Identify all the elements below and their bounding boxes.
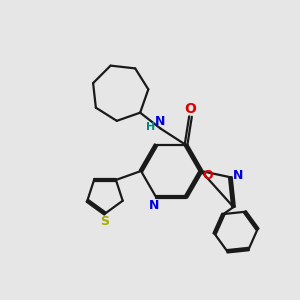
Text: S: S — [100, 214, 109, 228]
Text: N: N — [233, 169, 243, 182]
Text: O: O — [202, 169, 213, 182]
Text: N: N — [149, 199, 160, 212]
Text: H: H — [146, 122, 155, 132]
Text: O: O — [184, 102, 196, 116]
Text: N: N — [155, 116, 165, 128]
